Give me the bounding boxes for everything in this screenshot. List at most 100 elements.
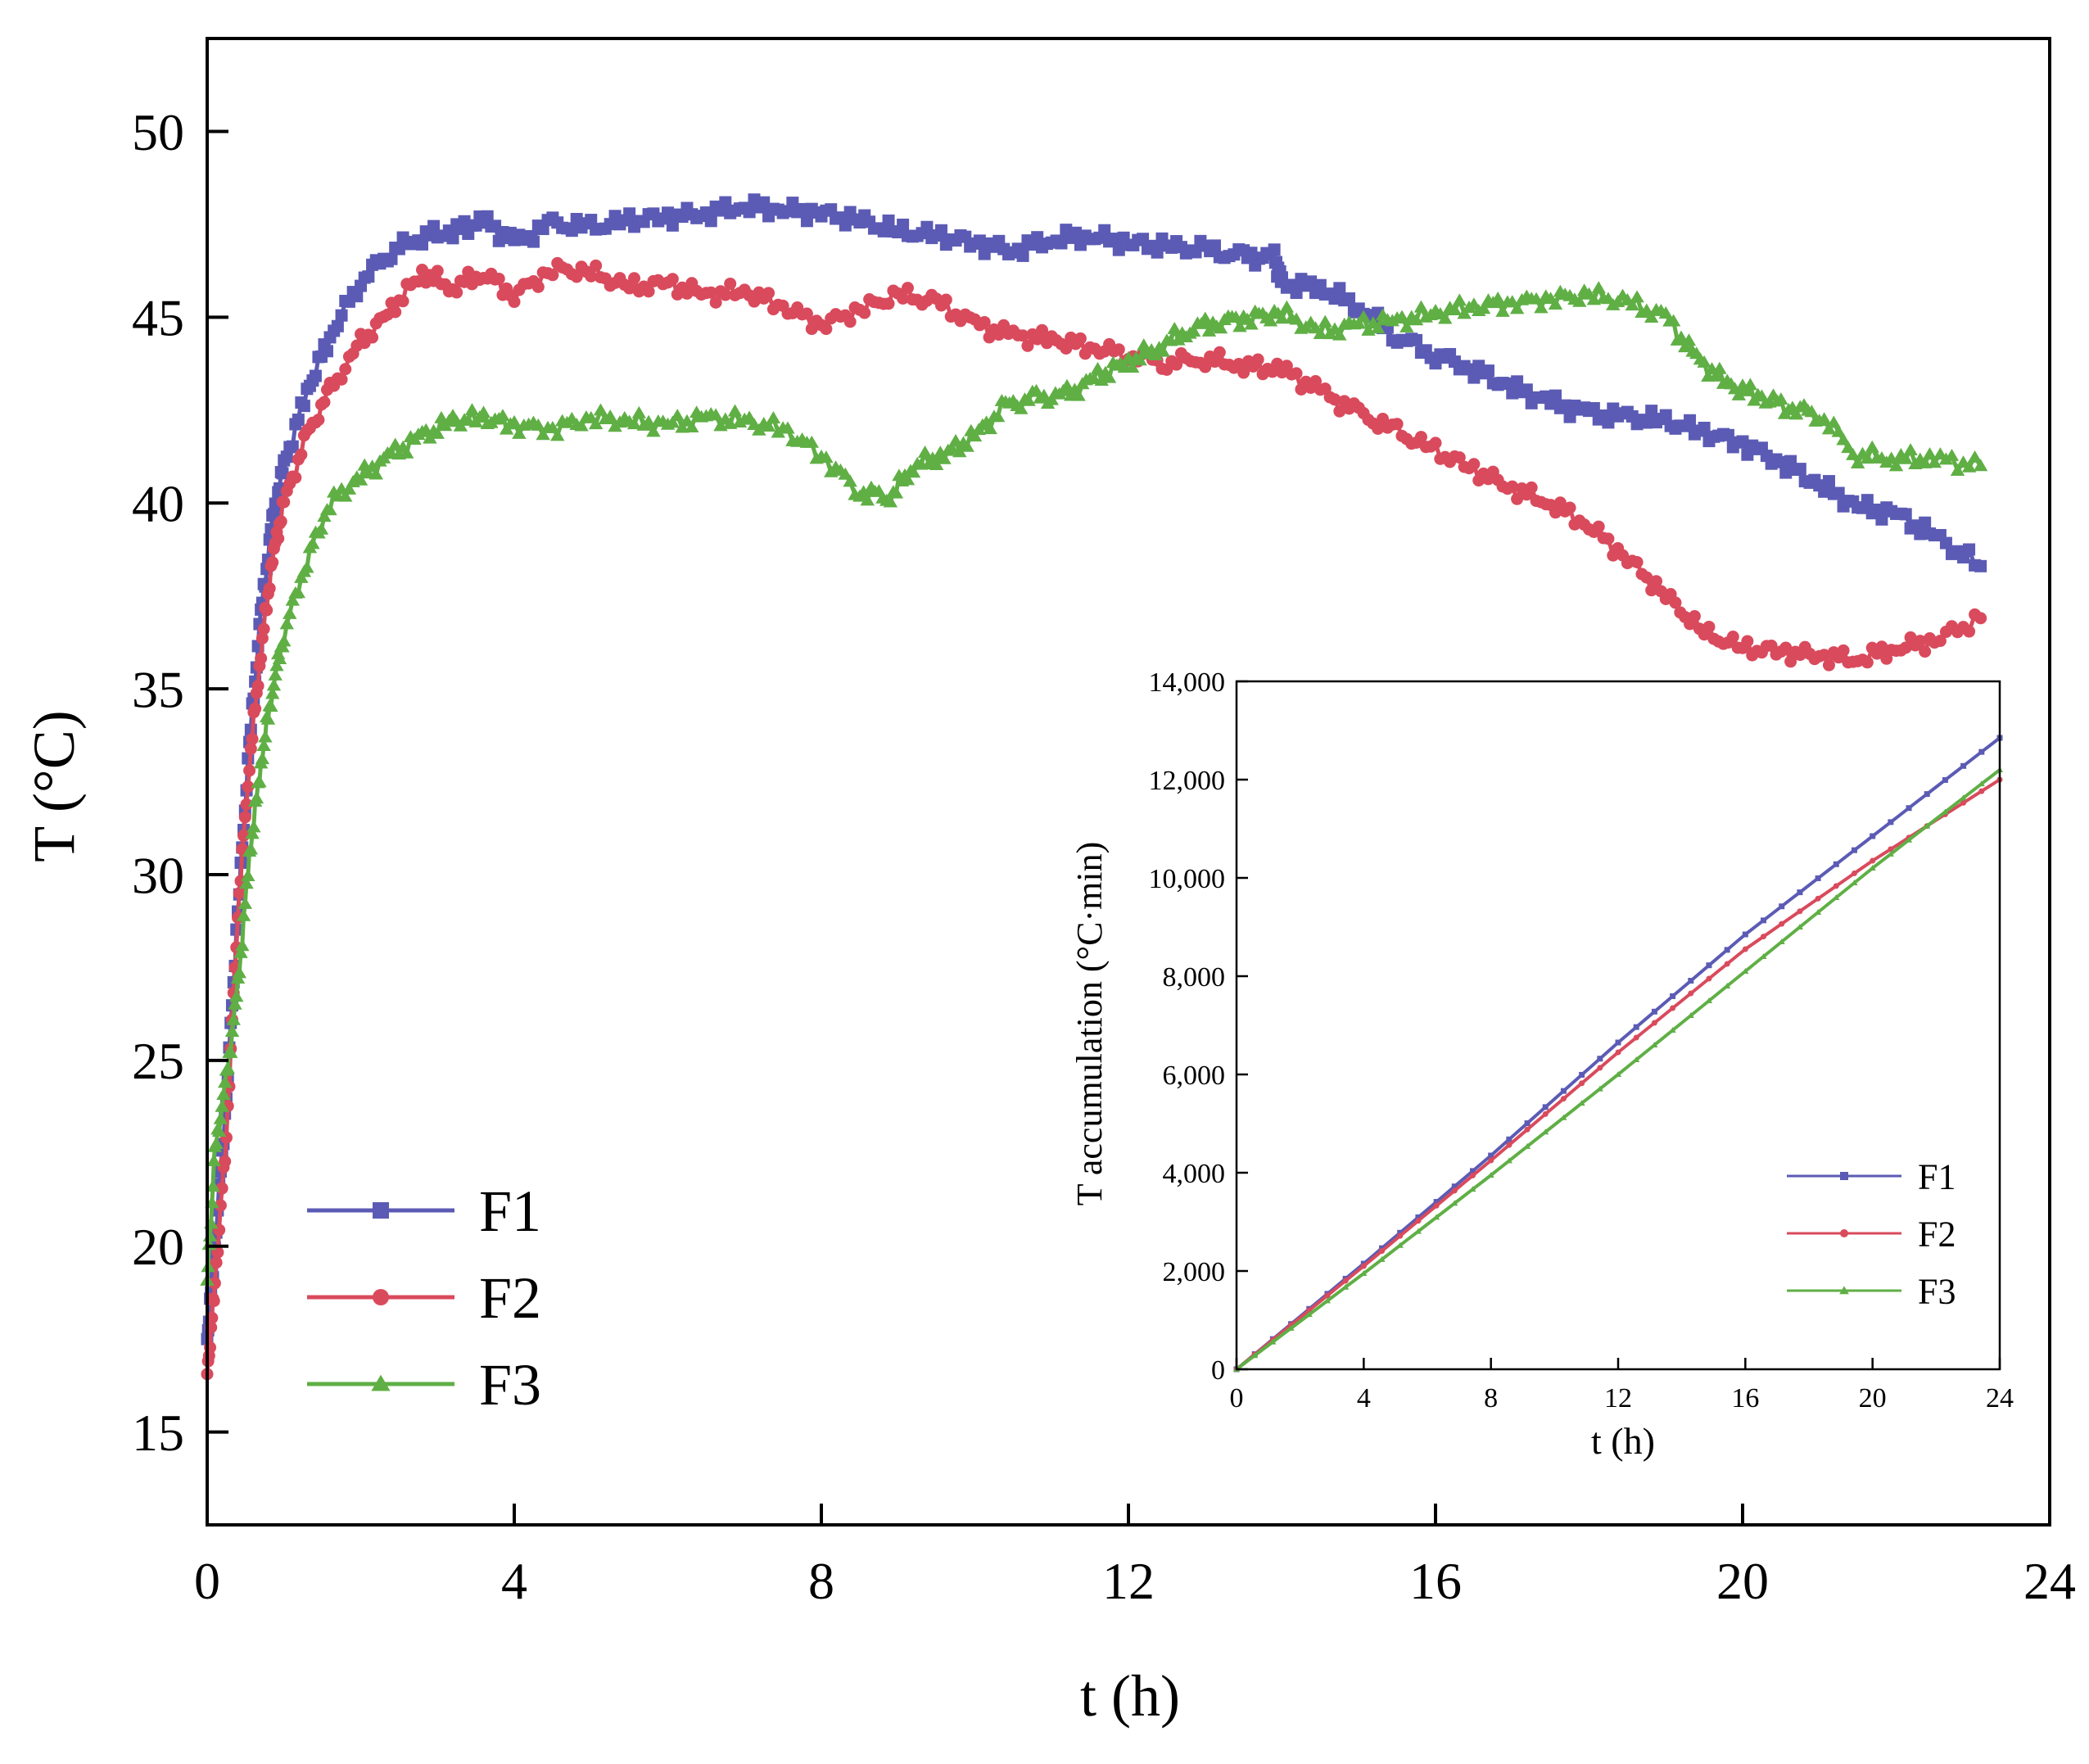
main-f1-point bbox=[1793, 463, 1806, 476]
main-f3-point bbox=[206, 1154, 221, 1167]
main-f3-point bbox=[1399, 319, 1414, 332]
main-y-tick-label: 50 bbox=[132, 103, 184, 161]
main-f1-point bbox=[362, 270, 375, 283]
inset-f2-point bbox=[1742, 946, 1748, 952]
main-x-tick-label: 12 bbox=[1102, 1552, 1155, 1610]
main-f1-point bbox=[825, 203, 838, 216]
main-f1-point bbox=[1107, 233, 1120, 246]
main-f1-point bbox=[446, 232, 459, 245]
inset-f1-point bbox=[1960, 762, 1967, 769]
main-f1-point bbox=[1818, 485, 1831, 498]
main-f1-point bbox=[385, 252, 398, 265]
main-f1-point bbox=[280, 450, 293, 464]
main-f3-point bbox=[264, 699, 278, 712]
main-f3-point bbox=[960, 439, 974, 452]
inset-f2-point bbox=[1761, 934, 1767, 940]
main-f3-point bbox=[1630, 290, 1644, 303]
main-y-tick-label: 35 bbox=[132, 660, 184, 718]
main-f3-point bbox=[252, 775, 267, 788]
main-f2-point bbox=[1467, 458, 1481, 471]
main-f1-point bbox=[331, 319, 344, 332]
main-f3-point bbox=[211, 1124, 227, 1138]
main-f1-point bbox=[350, 290, 364, 303]
main-f2-point bbox=[206, 1311, 219, 1324]
main-f3-point bbox=[843, 474, 857, 487]
main-f3-point bbox=[387, 437, 403, 450]
main-f2-point bbox=[1290, 367, 1303, 380]
inset-f3-point bbox=[1742, 968, 1749, 974]
main-f3-point bbox=[255, 752, 270, 765]
main-f2-point bbox=[233, 887, 246, 900]
main-f1-point bbox=[1410, 333, 1423, 346]
inset-legend-label: F2 bbox=[1918, 1214, 1956, 1254]
main-f2-point bbox=[1074, 332, 1087, 345]
main-f1-point bbox=[1304, 275, 1318, 288]
main-f2-point bbox=[450, 286, 463, 299]
main-f1-point bbox=[1974, 559, 1987, 572]
main-f1-point bbox=[973, 234, 986, 247]
main-y-axis-label: T (°C) bbox=[21, 710, 87, 862]
main-f3-point bbox=[269, 658, 284, 672]
main-f3-point bbox=[1232, 319, 1247, 332]
main-legend-marker bbox=[371, 1374, 391, 1391]
main-f2-point bbox=[266, 556, 279, 569]
inset-series-f3 bbox=[1232, 767, 2004, 1372]
inset-y-tick-label: 12,000 bbox=[1149, 766, 1226, 796]
main-f2-point bbox=[858, 306, 871, 319]
main-f3-point bbox=[220, 1061, 235, 1074]
main-f2-point bbox=[1112, 343, 1125, 356]
main-f3-point bbox=[1318, 314, 1332, 328]
inset-legend: F1 F2 F3 bbox=[1787, 1156, 1956, 1311]
main-f2-point bbox=[366, 331, 379, 344]
main-f3-point bbox=[766, 411, 781, 423]
inset-f2-point bbox=[1833, 883, 1839, 889]
main-f3-point bbox=[1816, 412, 1832, 425]
inset-f2-point bbox=[1779, 920, 1785, 927]
main-f3-point bbox=[235, 939, 250, 952]
main-f3-point bbox=[300, 560, 314, 573]
main-f3-point bbox=[291, 586, 306, 599]
main-f1-point bbox=[527, 235, 540, 248]
main-f2-point bbox=[238, 811, 251, 824]
main-f2-point bbox=[1016, 329, 1029, 342]
inset-f2-point bbox=[1506, 1142, 1512, 1148]
main-f3-point bbox=[1644, 310, 1659, 323]
main-y-tick-label: 25 bbox=[132, 1032, 184, 1090]
inset-f3-point bbox=[1560, 1114, 1567, 1120]
main-f1-point bbox=[877, 224, 890, 237]
inset-f2-point bbox=[1815, 895, 1821, 902]
main-f2-point bbox=[255, 631, 269, 645]
main-f2-point bbox=[1390, 418, 1404, 431]
main-x-tick-label: 16 bbox=[1409, 1552, 1462, 1610]
main-f3-point bbox=[209, 1137, 224, 1150]
main-f2-point bbox=[1021, 339, 1034, 352]
main-f1-point bbox=[934, 224, 947, 237]
main-f2-point bbox=[1602, 532, 1615, 545]
main-f2-point bbox=[1333, 405, 1346, 418]
main-legend: F1 F2 F3 bbox=[307, 1178, 541, 1418]
main-f1-point bbox=[920, 220, 934, 233]
main-f3-point bbox=[708, 408, 723, 421]
inset-f1-point bbox=[1651, 1008, 1657, 1015]
main-f2-point bbox=[546, 269, 559, 282]
inset-y-tick-label: 14,000 bbox=[1149, 667, 1226, 698]
main-f3-point bbox=[283, 606, 297, 619]
main-f3-point bbox=[1697, 355, 1711, 368]
main-f3-point bbox=[1804, 405, 1820, 418]
main-f2-point bbox=[1506, 480, 1519, 493]
main-f2-point bbox=[208, 1277, 221, 1290]
main-f3-point bbox=[917, 446, 933, 459]
main-f2-point bbox=[260, 604, 274, 617]
main-f1-point bbox=[1899, 508, 1912, 521]
main-f2-point bbox=[897, 292, 910, 305]
main-f2-point bbox=[339, 363, 352, 376]
main-f3-point bbox=[239, 876, 254, 889]
main-f1-point bbox=[1208, 239, 1221, 252]
main-f2-point bbox=[704, 286, 717, 299]
main-f3-point bbox=[641, 414, 656, 427]
main-f3-point bbox=[249, 791, 265, 804]
main-f3-point bbox=[272, 652, 287, 665]
main-f1-point bbox=[1501, 377, 1514, 390]
inset-f3-point bbox=[1287, 1324, 1295, 1331]
